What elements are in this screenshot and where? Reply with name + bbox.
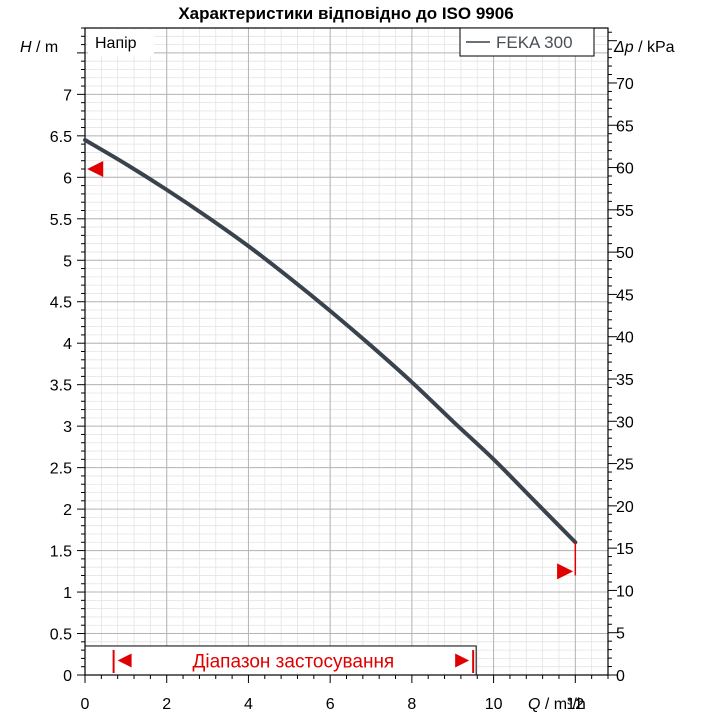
- y-right-tick-label: 55: [616, 203, 634, 220]
- series-layer: [83, 137, 578, 545]
- y-tick-label: 3: [63, 419, 72, 436]
- y-tick-label: 4: [63, 336, 72, 353]
- operating-range-box: Діапазон застосування: [84, 645, 477, 676]
- y-tick-label: 0.5: [50, 627, 72, 644]
- bottom-axis-ticks: 0 2 4 6 8 10 12: [81, 675, 609, 713]
- x-tick-label: 10: [485, 696, 503, 713]
- y-axis-symbol-right: Δp: [613, 39, 634, 56]
- y-right-tick-label: 10: [616, 583, 634, 600]
- y-tick-label: 6: [63, 170, 72, 187]
- y-right-tick-label: 40: [616, 330, 634, 347]
- end-marker: [557, 563, 574, 580]
- y-right-tick-label: 50: [616, 245, 634, 262]
- panel-label: Напір: [88, 30, 154, 56]
- head-marker: [87, 161, 104, 178]
- marker-layer: [87, 161, 577, 580]
- y-tick-label: 0: [63, 668, 72, 685]
- x-axis-label: Q / m³/h: [528, 696, 586, 713]
- y-tick-label: 1: [63, 585, 72, 602]
- y-tick-label: 2: [63, 502, 72, 519]
- x-axis-unit: / m³/h: [540, 696, 585, 713]
- left-axis-ticks: 0 0.5 1 1.5 2 2.5 3 3.5 4 4.5 5 5.5 6 6.5 7: [50, 27, 85, 685]
- y-axis-unit-left: / m: [32, 39, 59, 56]
- y-tick-label: 5.5: [50, 212, 72, 229]
- range-left-arrow: [117, 653, 132, 668]
- panel-label-text: Напір: [95, 35, 137, 52]
- y-right-tick-label: 5: [616, 626, 625, 643]
- y-tick-label: 4.5: [50, 295, 72, 312]
- y-tick-label: 6.5: [50, 129, 72, 146]
- y-right-tick-label: 15: [616, 541, 634, 558]
- y-tick-label: 1.5: [50, 544, 72, 561]
- legend: FEKA 300: [459, 27, 595, 57]
- y-axis-label-left: H / m: [20, 39, 58, 56]
- y-right-tick-label: 20: [616, 499, 634, 516]
- legend-entry-feka-300: FEKA 300: [496, 33, 573, 52]
- y-axis-label-right: Δp / kPa: [613, 39, 675, 56]
- series-line-feka-300: [83, 137, 578, 545]
- x-tick-label: 2: [162, 696, 171, 713]
- x-tick-label: 4: [244, 696, 253, 713]
- y-right-tick-label: 35: [616, 372, 634, 389]
- y-right-tick-label: 0: [616, 668, 625, 685]
- operating-range-label: Діапазон застосування: [193, 651, 395, 672]
- x-tick-label: 12: [566, 696, 584, 713]
- x-tick-label: 6: [326, 696, 335, 713]
- y-right-tick-label: 60: [616, 161, 634, 178]
- x-tick-label: 8: [407, 696, 416, 713]
- y-tick-label: 3.5: [50, 378, 72, 395]
- chart-title: Характеристики відповідно до ISO 9906: [178, 4, 513, 23]
- right-axis-ticks: 0 5 10 15 20 25 30 35 40 45 50 55 60 65 70: [608, 31, 634, 685]
- range-right-arrow: [455, 653, 470, 668]
- y-tick-label: 7: [63, 87, 72, 104]
- y-right-tick-label: 45: [616, 287, 634, 304]
- y-right-tick-label: 70: [616, 76, 634, 93]
- y-right-tick-label: 30: [616, 414, 634, 431]
- y-axis-symbol-left: H: [20, 39, 32, 56]
- y-tick-label: 5: [63, 253, 72, 270]
- y-tick-label: 2.5: [50, 461, 72, 478]
- operating-range-frame: [84, 645, 477, 676]
- minor-grid: [84, 27, 609, 676]
- x-axis-symbol: Q: [528, 696, 540, 713]
- y-right-tick-label: 65: [616, 118, 634, 135]
- x-tick-label: 0: [81, 696, 90, 713]
- y-axis-unit-right: / kPa: [634, 39, 675, 56]
- y-right-tick-label: 25: [616, 457, 634, 474]
